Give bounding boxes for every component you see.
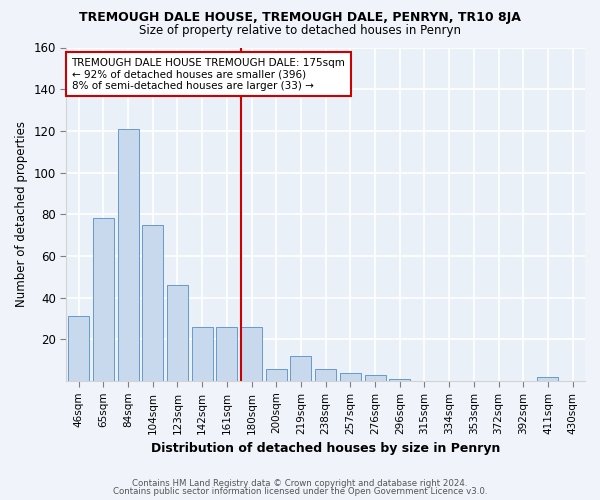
Bar <box>217 327 238 381</box>
Bar <box>118 129 139 381</box>
Text: Contains public sector information licensed under the Open Government Licence v3: Contains public sector information licen… <box>113 487 487 496</box>
Bar <box>315 368 336 381</box>
Bar <box>191 327 212 381</box>
Bar <box>241 327 262 381</box>
Bar <box>68 316 89 381</box>
Text: Size of property relative to detached houses in Penryn: Size of property relative to detached ho… <box>139 24 461 37</box>
X-axis label: Distribution of detached houses by size in Penryn: Distribution of detached houses by size … <box>151 442 500 455</box>
Bar <box>266 368 287 381</box>
Bar <box>142 224 163 381</box>
Bar <box>290 356 311 381</box>
Bar <box>389 379 410 381</box>
Bar <box>538 377 559 381</box>
Bar <box>340 373 361 381</box>
Text: TREMOUGH DALE HOUSE TREMOUGH DALE: 175sqm
← 92% of detached houses are smaller (: TREMOUGH DALE HOUSE TREMOUGH DALE: 175sq… <box>71 58 346 90</box>
Text: Contains HM Land Registry data © Crown copyright and database right 2024.: Contains HM Land Registry data © Crown c… <box>132 478 468 488</box>
Bar <box>365 375 386 381</box>
Bar <box>167 285 188 381</box>
Y-axis label: Number of detached properties: Number of detached properties <box>15 122 28 308</box>
Bar <box>93 218 114 381</box>
Text: TREMOUGH DALE HOUSE, TREMOUGH DALE, PENRYN, TR10 8JA: TREMOUGH DALE HOUSE, TREMOUGH DALE, PENR… <box>79 12 521 24</box>
